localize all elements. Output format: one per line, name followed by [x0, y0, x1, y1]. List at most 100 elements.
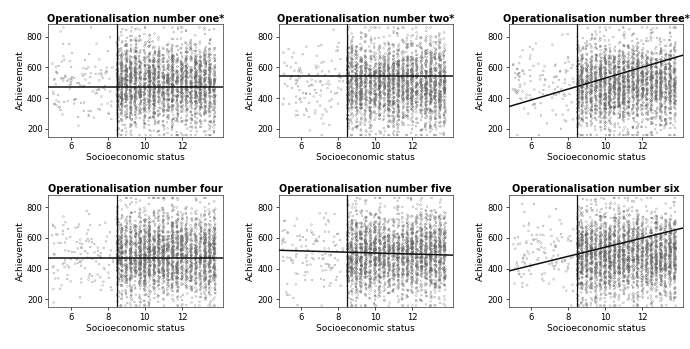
- Point: [670, 238, 681, 243]
- Point: [344, 72, 355, 78]
- Point: [144, 272, 155, 278]
- Point: [669, 244, 680, 250]
- Point: [627, 262, 638, 267]
- Point: [135, 259, 146, 265]
- Point: [660, 111, 671, 117]
- Point: [631, 67, 642, 73]
- Point: [669, 59, 680, 65]
- Point: [582, 279, 593, 284]
- Point: [669, 256, 680, 262]
- Point: [415, 243, 426, 249]
- Point: [352, 77, 363, 83]
- Point: [635, 70, 647, 76]
- Point: [577, 250, 588, 255]
- Point: [646, 86, 657, 91]
- Point: [115, 198, 126, 203]
- Point: [195, 224, 206, 230]
- Point: [600, 43, 611, 49]
- Point: [148, 102, 159, 107]
- Point: [196, 96, 207, 102]
- Point: [638, 291, 649, 297]
- Point: [582, 43, 593, 49]
- Point: [398, 283, 409, 289]
- Point: [204, 70, 215, 76]
- Point: [659, 76, 670, 82]
- Point: [536, 272, 547, 277]
- Point: [415, 221, 426, 227]
- Point: [544, 261, 555, 267]
- Point: [113, 242, 124, 247]
- Point: [351, 273, 362, 279]
- Point: [573, 266, 584, 272]
- Point: [632, 219, 643, 225]
- Point: [112, 56, 124, 62]
- Point: [357, 91, 368, 96]
- Point: [331, 242, 342, 247]
- Point: [655, 235, 666, 241]
- Point: [152, 241, 163, 246]
- Point: [582, 280, 593, 285]
- Point: [608, 66, 619, 72]
- Point: [121, 51, 132, 56]
- Point: [428, 228, 440, 233]
- Point: [388, 44, 400, 50]
- Point: [659, 289, 670, 294]
- Point: [181, 91, 192, 96]
- Point: [605, 264, 616, 270]
- Point: [604, 67, 615, 73]
- Point: [346, 259, 357, 264]
- Point: [613, 58, 624, 64]
- Point: [628, 291, 639, 296]
- Point: [129, 47, 140, 53]
- Point: [585, 73, 596, 78]
- Point: [369, 101, 380, 106]
- Point: [659, 244, 670, 249]
- Point: [416, 267, 427, 272]
- Point: [210, 264, 221, 269]
- Point: [360, 54, 371, 60]
- Point: [382, 80, 393, 86]
- Point: [580, 258, 591, 264]
- Point: [640, 203, 651, 209]
- Point: [210, 254, 221, 260]
- Point: [144, 79, 155, 85]
- Point: [134, 106, 145, 112]
- Point: [651, 79, 662, 84]
- Point: [521, 239, 532, 244]
- Point: [384, 81, 395, 87]
- Point: [209, 70, 220, 75]
- Point: [628, 31, 639, 37]
- Point: [406, 73, 417, 78]
- Point: [355, 55, 366, 60]
- Point: [627, 89, 638, 94]
- Point: [434, 91, 445, 97]
- Point: [208, 257, 219, 262]
- Point: [145, 78, 156, 83]
- Point: [374, 82, 385, 88]
- Point: [589, 82, 600, 87]
- Point: [618, 231, 629, 237]
- Point: [575, 281, 586, 287]
- Point: [346, 241, 357, 246]
- Point: [121, 86, 132, 92]
- Point: [586, 83, 597, 89]
- Point: [140, 288, 151, 293]
- Point: [398, 89, 409, 95]
- Point: [374, 88, 385, 93]
- Point: [526, 96, 537, 101]
- Point: [641, 279, 652, 285]
- Point: [582, 79, 593, 84]
- Point: [613, 87, 624, 92]
- Point: [614, 276, 625, 281]
- Point: [647, 270, 658, 275]
- Point: [604, 95, 615, 101]
- Point: [426, 251, 437, 256]
- Point: [411, 74, 422, 80]
- Point: [159, 76, 170, 82]
- Point: [139, 217, 150, 223]
- Point: [647, 98, 658, 104]
- Point: [581, 285, 592, 290]
- Point: [126, 289, 137, 294]
- Point: [646, 65, 657, 70]
- Point: [162, 126, 173, 131]
